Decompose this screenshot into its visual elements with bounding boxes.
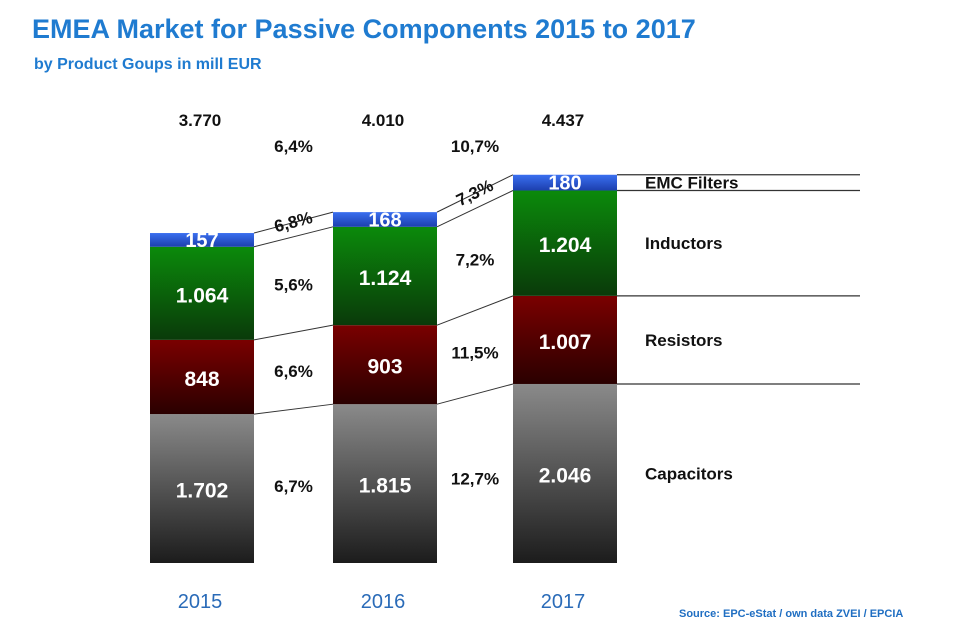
bar-segment-capacitors-2015 bbox=[150, 414, 254, 563]
bar-segment-resistors-2015 bbox=[150, 339, 254, 415]
data-label-capacitors-2016: 1.815 bbox=[359, 475, 412, 498]
total-label-2015: 3.770 bbox=[179, 111, 222, 130]
connector-line bbox=[253, 226, 334, 248]
growth-label-emc-filters-2015-2016: 6,8% bbox=[272, 208, 314, 236]
connector-line bbox=[253, 211, 334, 234]
growth-label-capacitors-2016-2017: 12,7% bbox=[451, 470, 499, 489]
growth-label-resistors-2015-2016: 6,6% bbox=[274, 362, 313, 381]
growth-label-resistors-2016-2017: 11,5% bbox=[451, 343, 498, 362]
x-tick-label-2017: 2017 bbox=[541, 591, 586, 613]
bar-segment-emc-filters-2016 bbox=[333, 212, 437, 227]
data-label-resistors-2015: 848 bbox=[184, 368, 219, 391]
data-label-inductors-2016: 1.124 bbox=[359, 267, 412, 290]
data-label-capacitors-2017: 2.046 bbox=[539, 464, 592, 487]
growth-label-inductors-2016-2017: 7,2% bbox=[456, 251, 495, 270]
data-label-emc-filters-2016: 168 bbox=[368, 209, 401, 231]
data-label-inductors-2017: 1.204 bbox=[539, 234, 592, 257]
bar-segment-resistors-2017 bbox=[513, 295, 617, 384]
data-label-emc-filters-2017: 180 bbox=[548, 173, 581, 195]
growth-label-capacitors-2015-2016: 6,7% bbox=[274, 477, 313, 496]
data-label-resistors-2017: 1.007 bbox=[539, 331, 592, 354]
source-note: Source: EPC-eStat / own data ZVEI / EPCI… bbox=[679, 608, 904, 620]
bar-segment-capacitors-2017 bbox=[513, 383, 617, 563]
bar-segment-inductors-2016 bbox=[333, 226, 437, 326]
data-label-emc-filters-2015: 157 bbox=[185, 230, 218, 252]
connector-line bbox=[253, 403, 334, 415]
bar-segment-resistors-2016 bbox=[333, 325, 437, 405]
data-label-inductors-2015: 1.064 bbox=[176, 284, 229, 307]
connector-line bbox=[436, 174, 514, 213]
legend-label-capacitors: Capacitors bbox=[645, 464, 733, 483]
bar-segment-emc-filters-2015 bbox=[150, 233, 254, 247]
legend-label-inductors: Inductors bbox=[645, 234, 722, 253]
bar-segment-capacitors-2016 bbox=[333, 404, 437, 563]
bar-stacks bbox=[150, 174, 617, 563]
connector-line bbox=[436, 295, 514, 326]
connector-line bbox=[436, 190, 514, 228]
growth-label-emc-filters-2016-2017: 7,3% bbox=[453, 176, 496, 210]
total-label-2017: 4.437 bbox=[542, 111, 585, 130]
bar-segment-emc-filters-2017 bbox=[513, 174, 617, 191]
x-tick-label-2015: 2015 bbox=[178, 591, 223, 613]
data-label-resistors-2016: 903 bbox=[367, 356, 402, 379]
growth-total-label-2016-2017: 10,7% bbox=[451, 137, 499, 156]
connector-line bbox=[436, 383, 514, 405]
legend-label-resistors: Resistors bbox=[645, 331, 722, 350]
chart-subtitle: by Product Goups in mill EUR bbox=[34, 56, 262, 73]
chart-title: EMEA Market for Passive Components 2015 … bbox=[32, 14, 696, 44]
data-label-capacitors-2015: 1.702 bbox=[176, 480, 229, 503]
growth-connector-lines bbox=[253, 174, 860, 415]
bar-segment-inductors-2015 bbox=[150, 246, 254, 340]
growth-label-inductors-2015-2016: 5,6% bbox=[274, 276, 313, 295]
connector-line bbox=[253, 324, 334, 341]
data-labels: 1.702 1.815 2.046 848 903 1.007 1.064 1.124 1.20… bbox=[176, 111, 739, 613]
x-tick-label-2016: 2016 bbox=[361, 591, 406, 613]
total-label-2016: 4.010 bbox=[362, 111, 405, 130]
growth-total-label-2015-2016: 6,4% bbox=[274, 137, 313, 156]
bar-segment-inductors-2017 bbox=[513, 190, 617, 296]
legend-label-emc-filters: EMC Filters bbox=[645, 174, 739, 193]
